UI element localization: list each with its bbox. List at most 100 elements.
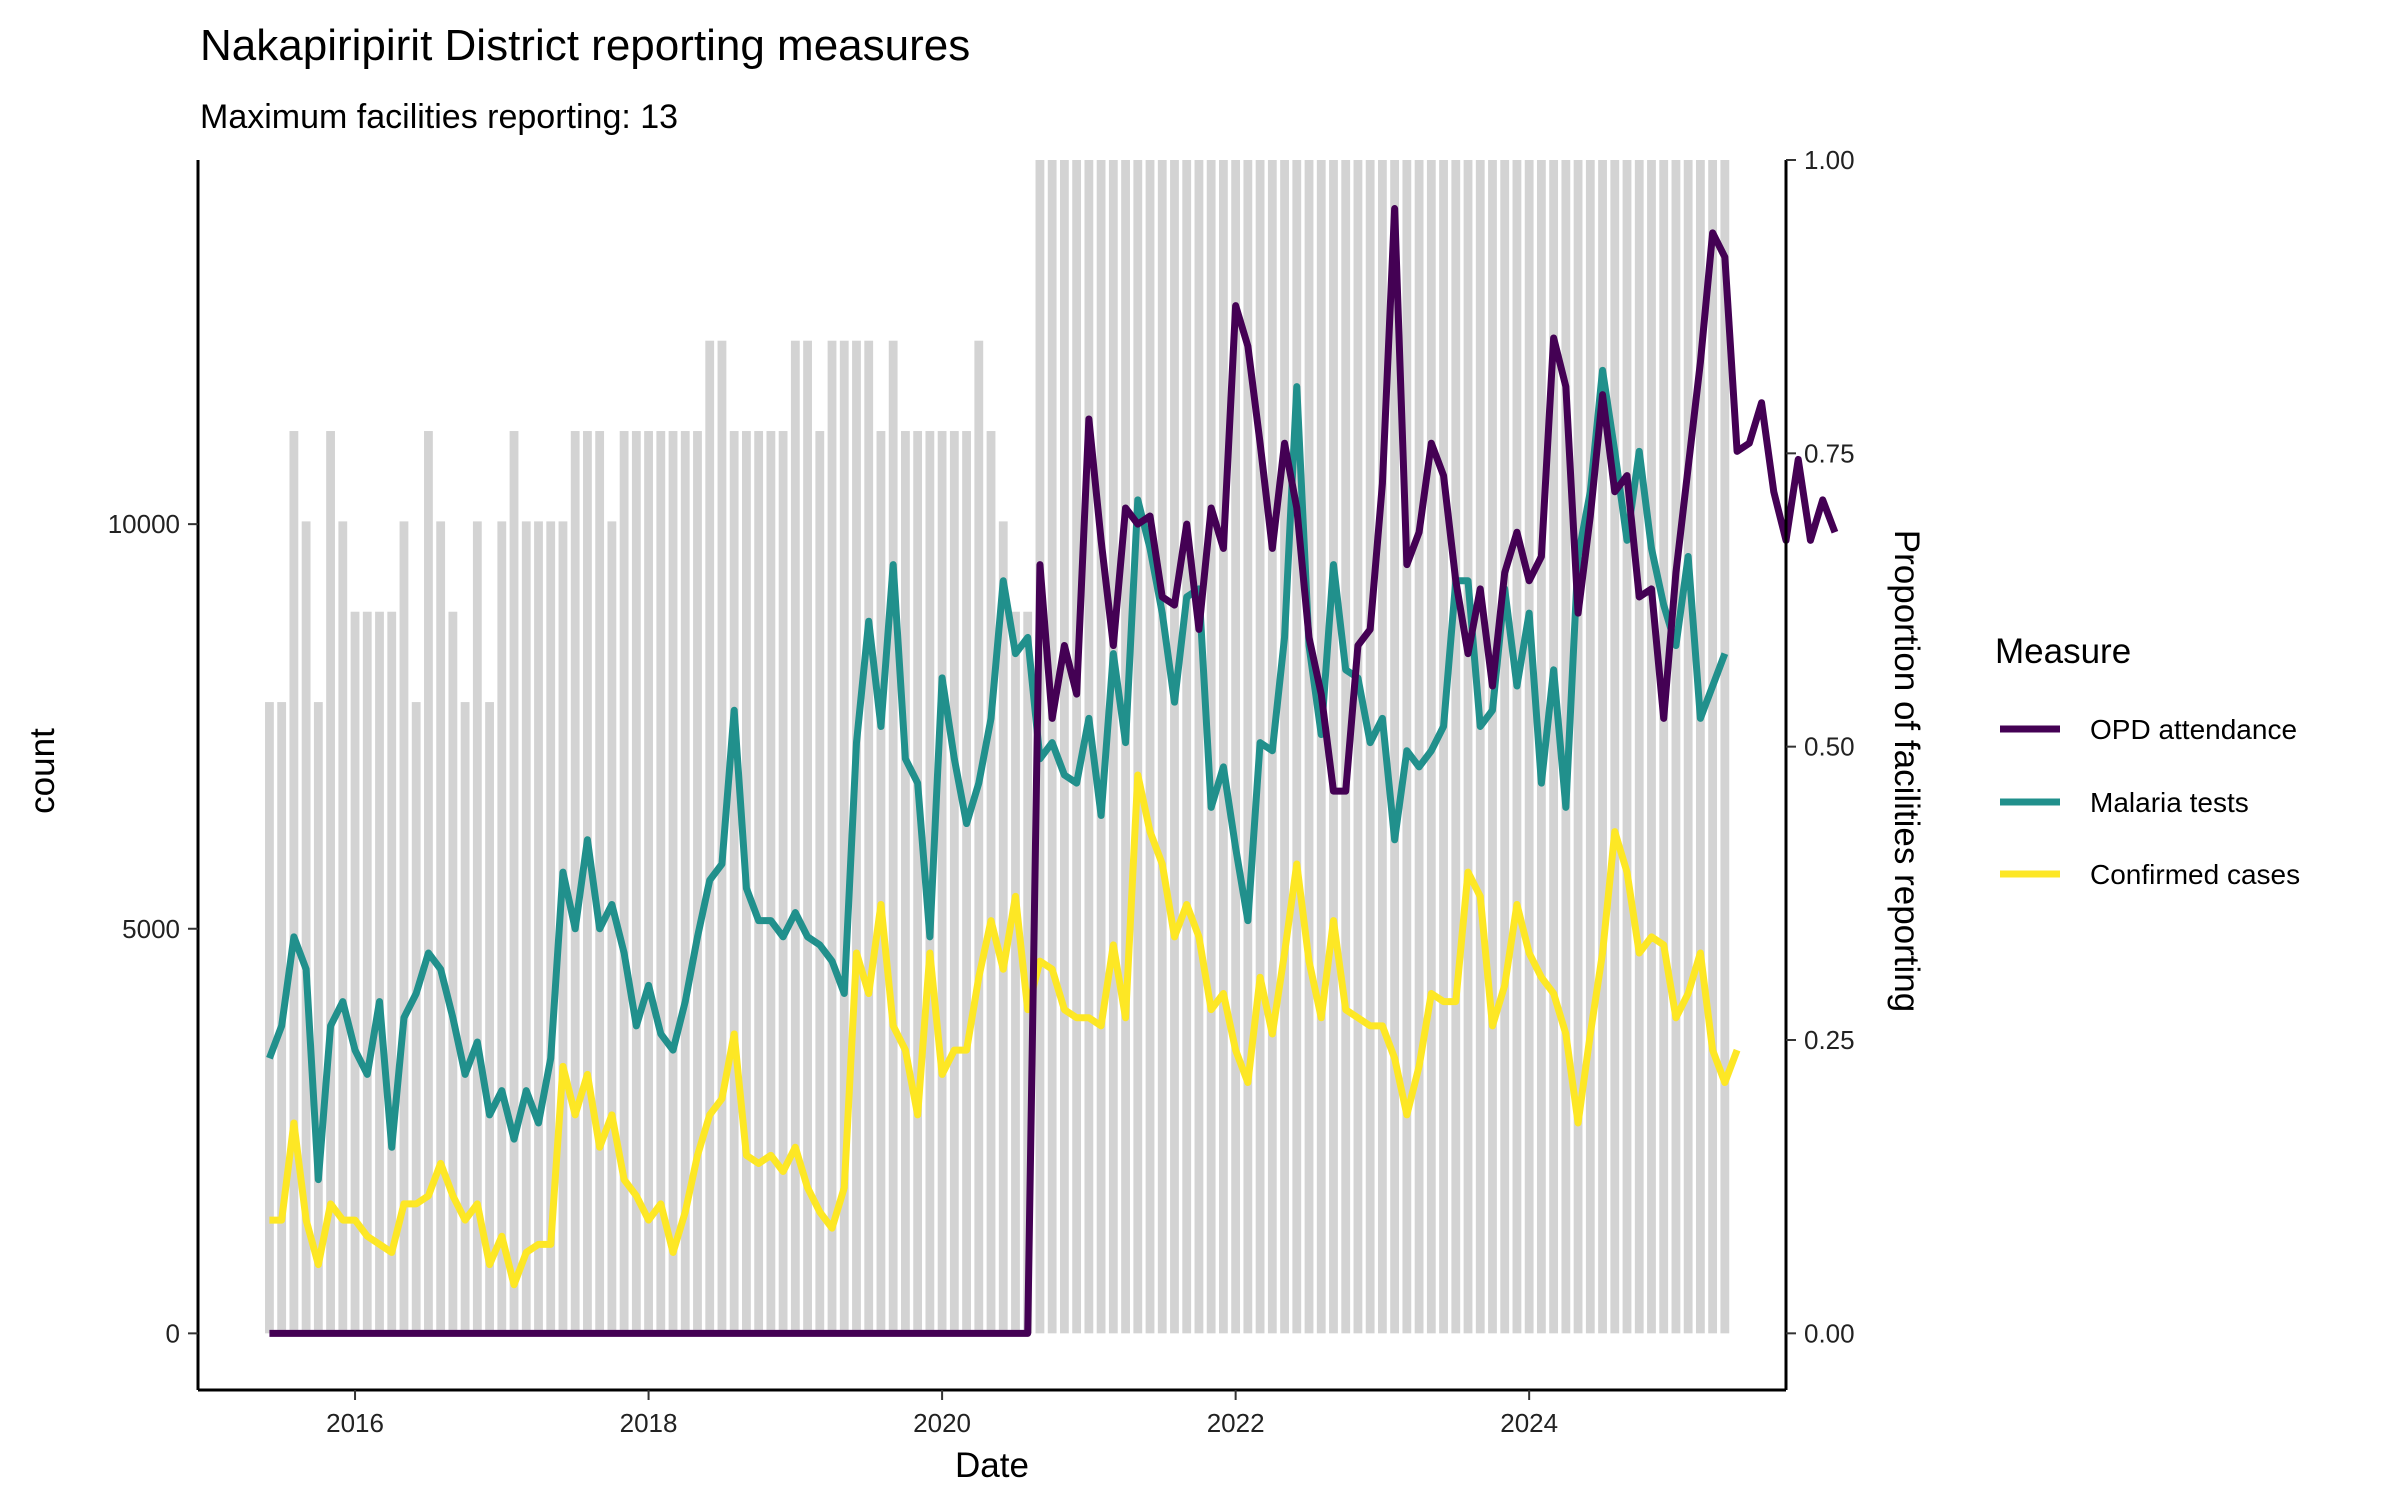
x-axis-title: Date <box>955 1446 1029 1485</box>
reporting-bar <box>546 521 556 1334</box>
reporting-bar <box>534 521 543 1334</box>
reporting-bar <box>558 521 568 1334</box>
x-tick-label: 2024 <box>1500 1408 1558 1438</box>
reporting-bar <box>1157 160 1167 1334</box>
reporting-bar <box>619 431 629 1334</box>
reporting-bar <box>375 611 384 1334</box>
reporting-bar <box>1488 160 1497 1334</box>
reporting-bar <box>803 340 812 1334</box>
reporting-bar <box>509 431 519 1334</box>
reporting-bar <box>387 611 397 1334</box>
reporting-bar <box>693 431 702 1334</box>
reporting-bar <box>521 521 531 1334</box>
reporting-bar <box>839 340 849 1334</box>
axes <box>196 160 1788 1392</box>
reporting-bar <box>766 431 776 1334</box>
reporting-bar <box>1170 160 1179 1334</box>
reporting-bar <box>1243 160 1253 1334</box>
reporting-bar <box>436 521 446 1334</box>
reporting-bar <box>607 521 617 1334</box>
reporting-bar <box>350 611 360 1334</box>
reporting-bar <box>1475 160 1485 1334</box>
reporting-bar <box>949 431 959 1334</box>
legend-item-confirmed-cases: Confirmed cases <box>2000 859 2300 890</box>
reporting-bar <box>1647 160 1656 1334</box>
reporting-bar <box>265 702 274 1334</box>
reporting-bar <box>1390 160 1400 1334</box>
reporting-bar <box>460 702 470 1334</box>
reporting-bar <box>570 431 580 1334</box>
reporting-bar <box>1121 160 1130 1334</box>
reporting-bar <box>876 431 886 1334</box>
reporting-bar <box>1683 160 1693 1334</box>
y2-ticks: 0.00 0.25 0.50 0.75 1.00 <box>1786 145 1855 1348</box>
reporting-bar <box>1108 160 1118 1334</box>
reporting-bar <box>424 431 433 1334</box>
reporting-bar <box>1549 160 1559 1334</box>
chart-title: Nakapiripirit District reporting measure… <box>200 21 970 70</box>
x-tick-label: 2022 <box>1207 1408 1265 1438</box>
reporting-bar <box>852 340 861 1334</box>
legend-item-opd: OPD attendance <box>2000 714 2297 745</box>
reporting-bar <box>680 431 690 1334</box>
reporting-bar <box>1463 160 1473 1334</box>
reporting-bar <box>827 340 837 1334</box>
reporting-bar <box>326 431 335 1334</box>
reporting-bar <box>1060 160 1069 1334</box>
reporting-bar <box>301 521 311 1334</box>
x-ticks: 2016 2018 2020 2022 2024 <box>326 1390 1558 1438</box>
reporting-bar <box>1610 160 1620 1334</box>
y2-axis-title: Proportion of facilities reporting <box>1887 530 1926 1012</box>
reporting-bar <box>1622 160 1632 1334</box>
reporting-bar <box>1292 160 1302 1334</box>
reporting-bar <box>631 431 641 1334</box>
reporting-bar <box>1084 160 1094 1334</box>
reporting-bar <box>1500 160 1510 1334</box>
reporting-bar <box>937 431 947 1334</box>
reporting-bar <box>1585 160 1595 1334</box>
reporting-bar <box>888 340 898 1334</box>
reporting-bar <box>1072 160 1082 1334</box>
reporting-bar <box>1512 160 1522 1334</box>
reporting-bar <box>1145 160 1155 1334</box>
reporting-bar <box>864 340 874 1334</box>
reporting-bar <box>1304 160 1314 1334</box>
reporting-bar <box>644 431 653 1334</box>
reporting-bar <box>754 431 764 1334</box>
reporting-bar <box>1194 160 1204 1334</box>
reporting-bar <box>1096 160 1106 1334</box>
reporting-bar <box>472 521 482 1334</box>
y2-tick-label: 0.50 <box>1804 732 1855 762</box>
reporting-bar <box>1708 160 1718 1334</box>
reporting-bar <box>1573 160 1583 1334</box>
reporting-bar <box>1218 160 1228 1334</box>
y2-tick-label: 0.00 <box>1804 1318 1855 1348</box>
reporting-bar <box>362 611 372 1334</box>
reporting-bar <box>705 340 715 1334</box>
legend-label: Malaria tests <box>2090 787 2249 818</box>
reporting-bar <box>1720 160 1730 1334</box>
reporting-bar <box>595 431 605 1334</box>
reporting-bar <box>1671 160 1681 1334</box>
reporting-bar <box>986 431 996 1334</box>
reporting-bar <box>656 431 666 1334</box>
y2-tick-label: 0.75 <box>1804 438 1855 468</box>
x-tick-label: 2016 <box>326 1408 384 1438</box>
reporting-bar <box>1023 611 1033 1334</box>
reporting-bar <box>1695 160 1705 1334</box>
reporting-bar <box>399 521 409 1334</box>
legend-label: OPD attendance <box>2090 714 2297 745</box>
reporting-bar <box>668 431 678 1334</box>
reporting-bar <box>338 521 348 1334</box>
reporting-bar <box>313 702 323 1334</box>
reporting-bar <box>729 431 739 1334</box>
reporting-bar <box>815 431 825 1334</box>
reporting-bar <box>974 340 984 1334</box>
legend-item-malaria-tests: Malaria tests <box>2000 787 2249 818</box>
series-line-confirmed-cases <box>269 771 1741 1289</box>
reporting-bar <box>1451 160 1461 1334</box>
legend: Measure OPD attendance Malaria tests Con… <box>1995 632 2300 890</box>
reporting-bar <box>1634 160 1644 1334</box>
series-line-malaria-tests <box>266 366 1729 1184</box>
